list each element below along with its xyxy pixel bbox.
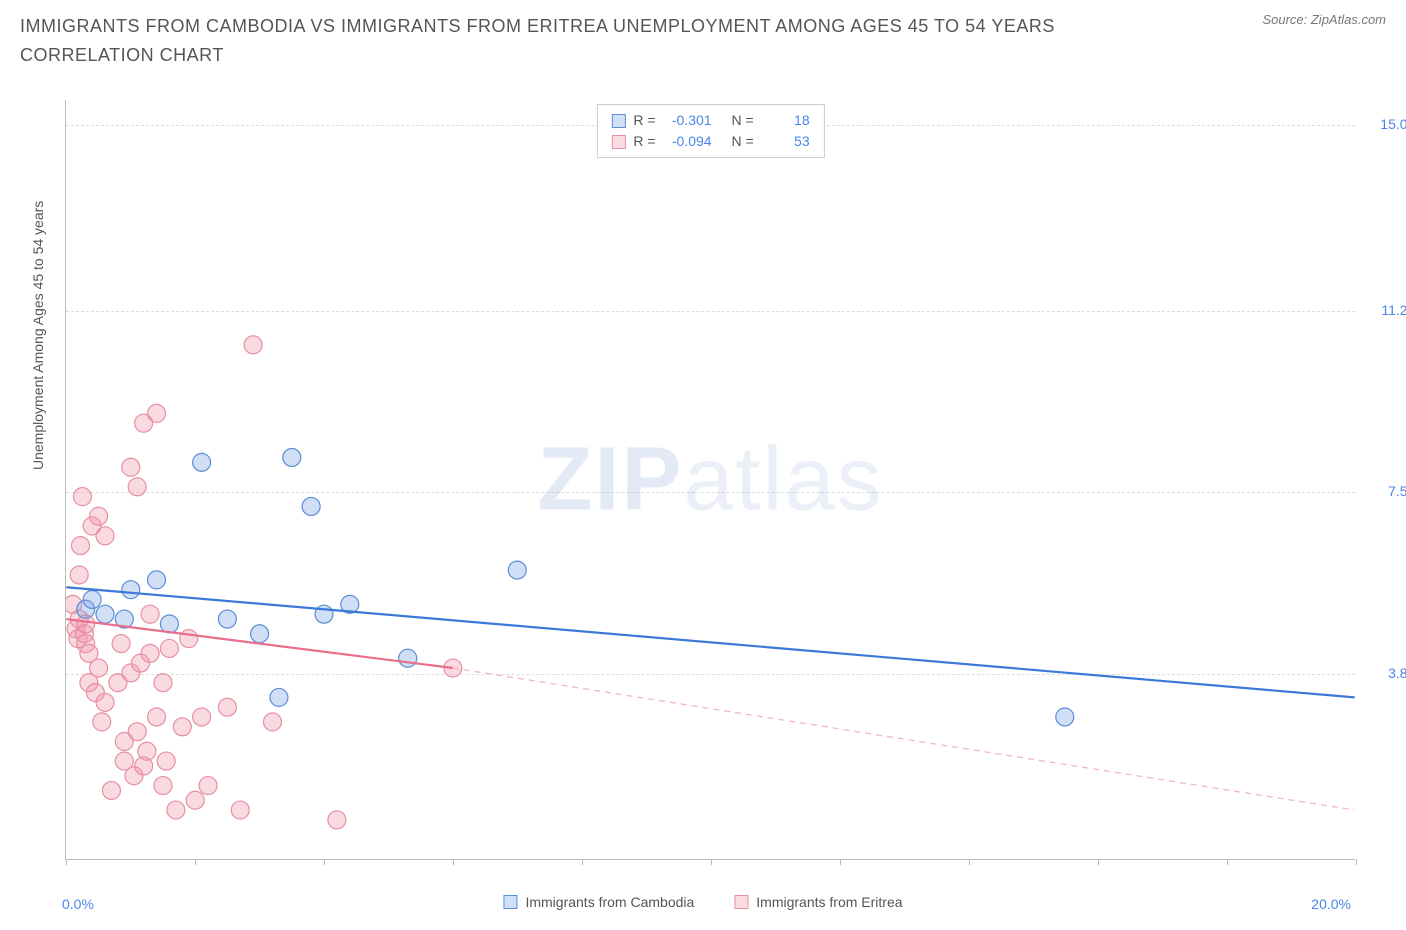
x-tick [1098, 859, 1099, 865]
scatter-point [72, 537, 90, 555]
y-tick-label: 7.5% [1360, 483, 1406, 499]
scatter-point [283, 448, 301, 466]
scatter-point [128, 478, 146, 496]
source-label: Source: ZipAtlas.com [1262, 12, 1386, 27]
legend-label-cambodia: Immigrants from Cambodia [525, 894, 694, 910]
scatter-point [90, 507, 108, 525]
scatter-point [128, 723, 146, 741]
scatter-point [148, 708, 166, 726]
legend-swatch-cambodia [503, 895, 517, 909]
scatter-point [173, 718, 191, 736]
scatter-point [157, 752, 175, 770]
n-label: N = [731, 131, 753, 152]
scatter-point [83, 590, 101, 608]
y-tick-label: 11.2% [1360, 302, 1406, 318]
x-tick [324, 859, 325, 865]
header-row: IMMIGRANTS FROM CAMBODIA VS IMMIGRANTS F… [20, 12, 1386, 70]
r-label: R = [633, 110, 655, 131]
legend-swatch-eritrea [734, 895, 748, 909]
scatter-point [148, 571, 166, 589]
chart-title: IMMIGRANTS FROM CAMBODIA VS IMMIGRANTS F… [20, 12, 1120, 70]
scatter-point [186, 791, 204, 809]
r-label: R = [633, 131, 655, 152]
y-tick-label: 15.0% [1360, 116, 1406, 132]
n-label: N = [731, 110, 753, 131]
x-axis-max-label: 20.0% [1311, 896, 1351, 912]
x-tick [1227, 859, 1228, 865]
n-value-cambodia: 18 [762, 110, 810, 131]
scatter-point [102, 781, 120, 799]
stats-row-cambodia: R = -0.301 N = 18 [611, 110, 809, 131]
scatter-point [90, 659, 108, 677]
x-axis-min-label: 0.0% [62, 896, 94, 912]
scatter-point [508, 561, 526, 579]
scatter-point [122, 458, 140, 476]
bottom-legend: Immigrants from Cambodia Immigrants from… [503, 894, 902, 910]
x-tick [1356, 859, 1357, 865]
x-tick [453, 859, 454, 865]
x-tick [711, 859, 712, 865]
stats-legend-box: R = -0.301 N = 18 R = -0.094 N = 53 [596, 104, 824, 158]
y-tick-label: 3.8% [1360, 665, 1406, 681]
swatch-cambodia [611, 114, 625, 128]
scatter-point [148, 404, 166, 422]
legend-label-eritrea: Immigrants from Eritrea [756, 894, 902, 910]
scatter-point [302, 497, 320, 515]
scatter-point [141, 644, 159, 662]
r-value-eritrea: -0.094 [664, 131, 712, 152]
scatter-point [231, 801, 249, 819]
plot-area: ZIPatlas R = -0.301 N = 18 R = -0.094 N … [65, 100, 1355, 860]
scatter-point [96, 693, 114, 711]
legend-item-eritrea: Immigrants from Eritrea [734, 894, 902, 910]
scatter-point [112, 635, 130, 653]
scatter-point [1056, 708, 1074, 726]
n-value-eritrea: 53 [762, 131, 810, 152]
scatter-point [73, 488, 91, 506]
scatter-point [160, 639, 178, 657]
scatter-point [138, 742, 156, 760]
scatter-point [122, 581, 140, 599]
x-tick [195, 859, 196, 865]
scatter-point [193, 453, 211, 471]
scatter-point [244, 336, 262, 354]
x-tick [582, 859, 583, 865]
scatter-point [154, 777, 172, 795]
r-value-cambodia: -0.301 [664, 110, 712, 131]
y-axis-label: Unemployment Among Ages 45 to 54 years [30, 201, 46, 470]
swatch-eritrea [611, 135, 625, 149]
scatter-point [270, 688, 288, 706]
scatter-point [96, 605, 114, 623]
x-tick [66, 859, 67, 865]
legend-item-cambodia: Immigrants from Cambodia [503, 894, 694, 910]
scatter-point [180, 630, 198, 648]
x-tick [969, 859, 970, 865]
trend-line-dashed [453, 668, 1355, 810]
stats-row-eritrea: R = -0.094 N = 53 [611, 131, 809, 152]
scatter-point [263, 713, 281, 731]
scatter-point [193, 708, 211, 726]
scatter-point [328, 811, 346, 829]
scatter-point [96, 527, 114, 545]
scatter-point [251, 625, 269, 643]
scatter-svg [66, 100, 1355, 859]
scatter-point [93, 713, 111, 731]
scatter-point [154, 674, 172, 692]
x-tick [840, 859, 841, 865]
scatter-point [199, 777, 217, 795]
scatter-point [218, 610, 236, 628]
scatter-point [70, 566, 88, 584]
scatter-point [218, 698, 236, 716]
scatter-point [399, 649, 417, 667]
scatter-point [141, 605, 159, 623]
scatter-point [167, 801, 185, 819]
